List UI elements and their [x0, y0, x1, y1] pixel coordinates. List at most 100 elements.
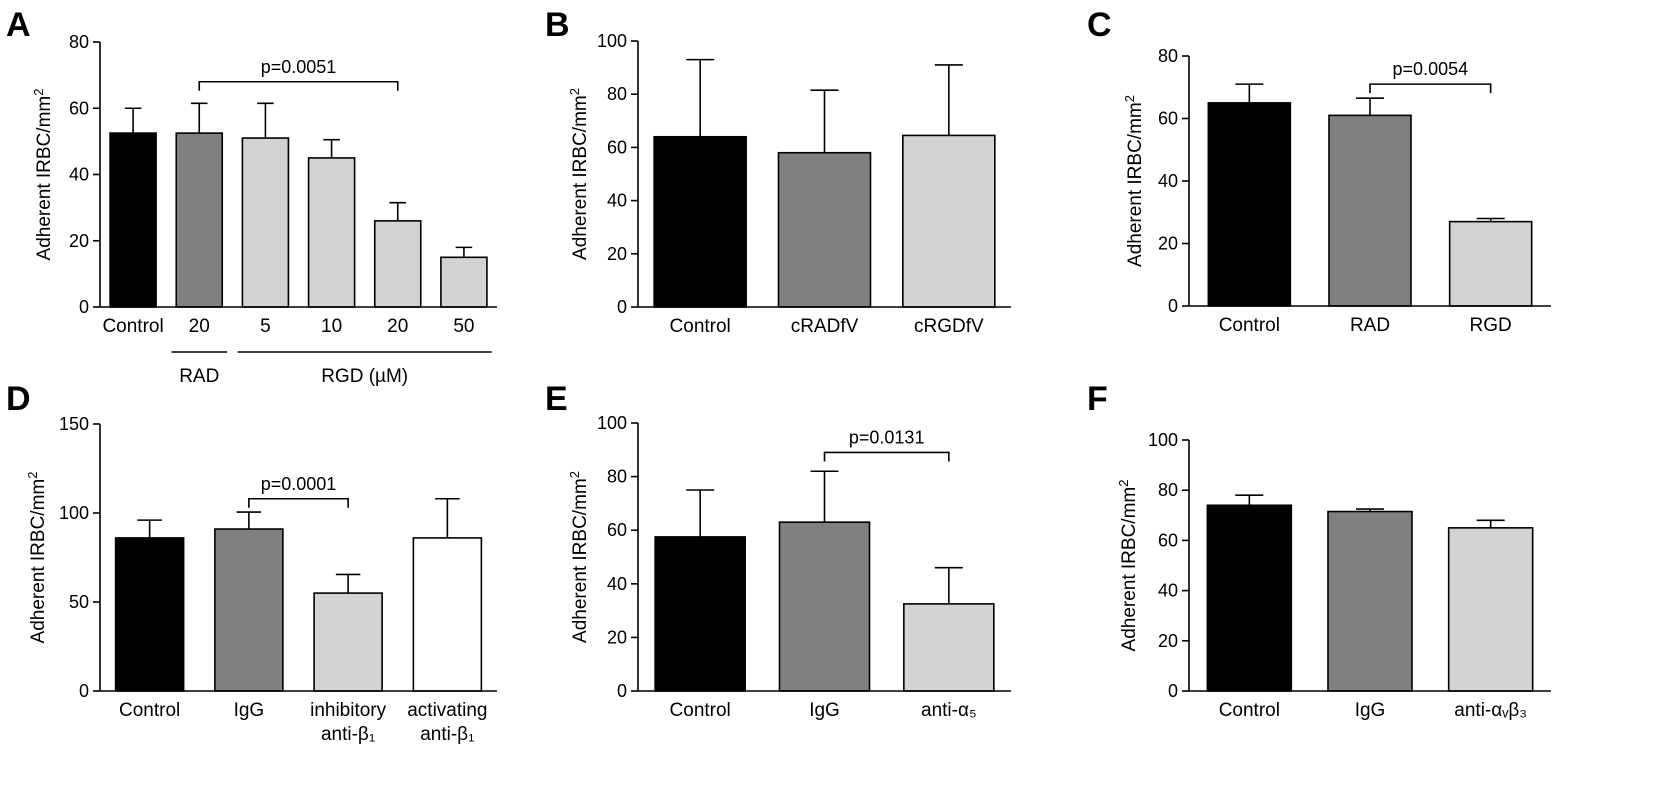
category-label-line: Control — [670, 316, 731, 337]
bar-2 — [778, 521, 871, 692]
category-label: Control — [670, 700, 731, 721]
category-label: RAD — [1350, 315, 1390, 336]
category-label-line: Control — [1219, 700, 1280, 721]
significance-bracket — [823, 451, 950, 462]
category-label-line: 50 — [453, 316, 474, 337]
y-tick-label: 50 — [69, 592, 89, 612]
y-axis-label: Adherent IRBC/mm2 — [25, 472, 49, 644]
y-tick-label: 20 — [607, 244, 627, 264]
y-tick-label: 100 — [597, 31, 627, 51]
category-label: IgG — [234, 700, 265, 721]
category-label-line: IgG — [1355, 700, 1386, 721]
y-axis-label: Adherent IRBC/mm2 — [31, 89, 55, 261]
bar-4 — [307, 157, 356, 308]
bar-1 — [109, 132, 157, 308]
category-label-line: anti-β₁ — [420, 724, 474, 745]
y-axis-label: Adherent IRBC/mm2 — [567, 88, 591, 260]
category-label: IgG — [809, 700, 840, 721]
y-tick-label: 20 — [607, 627, 627, 647]
y-tick-label: 0 — [617, 681, 627, 701]
category-label-line: IgG — [809, 700, 840, 721]
y-axis-label-text: Adherent IRBC/mm — [1125, 102, 1146, 267]
y-tick-label: 100 — [597, 413, 627, 433]
category-label-line: 20 — [189, 316, 210, 337]
y-tick-label: 80 — [607, 467, 627, 487]
group-label: RGD (µM) — [321, 366, 408, 387]
panel-letter: D — [6, 380, 31, 418]
y-axis-label-superscript: 2 — [1122, 95, 1137, 102]
y-axis-label-text: Adherent IRBC/mm — [1119, 487, 1140, 652]
y-tick-label: 80 — [1158, 46, 1178, 66]
y-axis-label-text: Adherent IRBC/mm — [570, 478, 591, 643]
category-label: Control — [670, 316, 731, 337]
category-label: activating anti-β₁ — [407, 700, 487, 745]
bar-2 — [214, 528, 284, 692]
significance-bracket — [198, 80, 399, 91]
bar-3 — [903, 603, 995, 692]
y-axis-label-text: Adherent IRBC/mm — [28, 479, 49, 644]
bar-2 — [1327, 510, 1413, 692]
y-tick-label: 80 — [69, 32, 89, 52]
panel-letter: B — [545, 6, 570, 44]
category-label-line: RGD — [1470, 315, 1512, 336]
category-label: inhibitory anti-β₁ — [310, 700, 387, 745]
y-tick-label: 20 — [69, 231, 89, 251]
category-label: IgG — [1355, 700, 1386, 721]
category-label-line: cRADfV — [791, 316, 859, 337]
y-tick-label: 0 — [1168, 296, 1178, 316]
y-tick-label: 100 — [59, 503, 89, 523]
y-axis-label: Adherent IRBC/mm2 — [1122, 95, 1146, 267]
y-axis-label-superscript: 2 — [25, 472, 40, 479]
significance-bracket — [248, 497, 349, 508]
bar-5 — [373, 220, 422, 308]
bar-2 — [777, 151, 872, 308]
category-label-line: cRGDfV — [914, 316, 984, 337]
bar-4 — [412, 537, 483, 692]
y-tick-label: 0 — [1168, 681, 1178, 701]
category-label-line: 10 — [321, 316, 342, 337]
bar-3 — [241, 137, 290, 308]
bar-1 — [654, 536, 746, 692]
category-label: Control — [119, 700, 180, 721]
category-label-line: Control — [1219, 315, 1280, 336]
group-label: RAD — [179, 366, 219, 387]
category-label-line: Control — [670, 700, 731, 721]
significance-bracket — [1369, 83, 1492, 94]
y-axis-label-superscript: 2 — [31, 89, 46, 96]
category-label: RGD — [1470, 315, 1512, 336]
category-label-line: anti-β₁ — [321, 724, 375, 745]
y-axis-label-superscript: 2 — [567, 88, 582, 95]
p-value-label: p=0.0054 — [1393, 59, 1469, 79]
category-label: 50 — [453, 316, 474, 337]
category-label: cRADfV — [791, 316, 859, 337]
bar-3 — [902, 134, 996, 308]
category-label: 10 — [321, 316, 342, 337]
panel-letter: A — [6, 6, 31, 44]
category-label-line: inhibitory — [310, 700, 387, 721]
p-value-label: p=0.0051 — [261, 57, 337, 77]
category-label-line: anti-α₅ — [921, 700, 977, 721]
category-label-line: RAD — [1350, 315, 1390, 336]
panel-letter: E — [545, 380, 568, 418]
y-tick-label: 20 — [1158, 631, 1178, 651]
bar-3 — [313, 592, 383, 692]
bar-3 — [1448, 220, 1533, 307]
y-tick-label: 0 — [617, 297, 627, 317]
category-label: cRGDfV — [914, 316, 984, 337]
category-label: Control — [1219, 315, 1280, 336]
bar-3 — [1447, 527, 1534, 692]
category-label: anti-α₅ — [921, 700, 977, 721]
y-tick-label: 150 — [59, 414, 89, 434]
y-tick-label: 60 — [69, 98, 89, 118]
category-label-line: Control — [102, 316, 163, 337]
y-tick-label: 0 — [79, 297, 89, 317]
category-label: 20 — [189, 316, 210, 337]
y-tick-label: 60 — [1158, 530, 1178, 550]
bar-6 — [440, 256, 488, 308]
